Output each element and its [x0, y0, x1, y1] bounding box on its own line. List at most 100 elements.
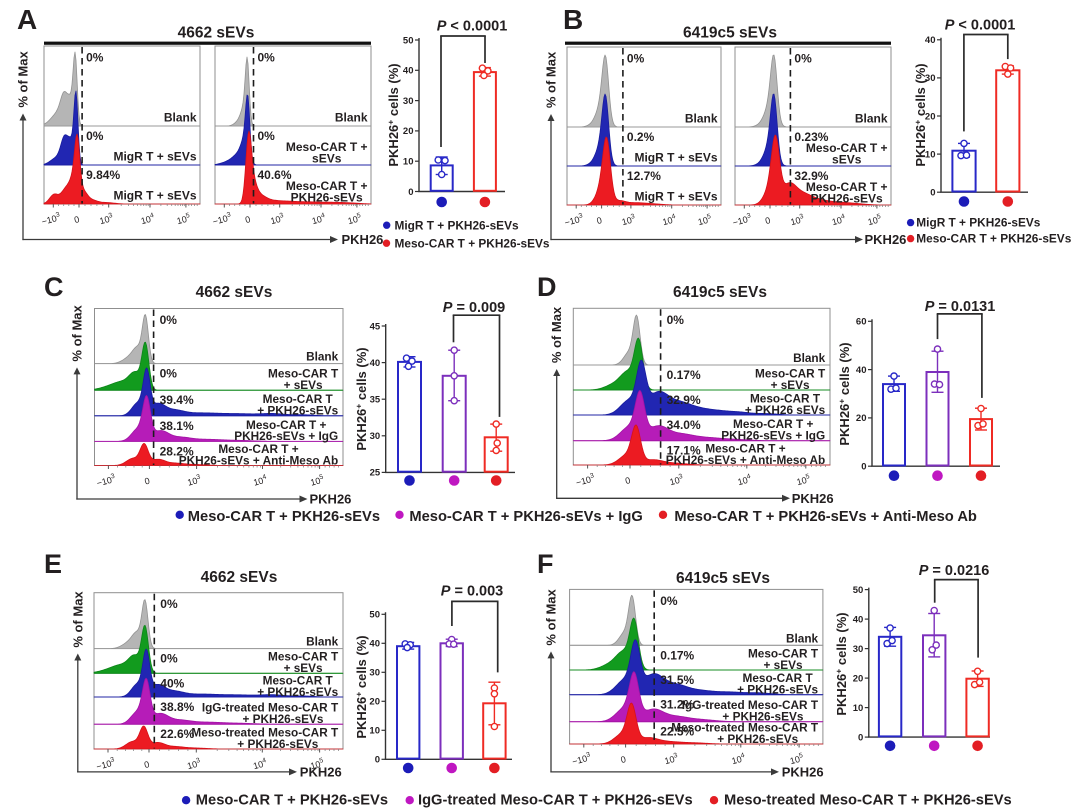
svg-text:P < 0.0001: P < 0.0001: [945, 18, 1016, 34]
svg-text:Blank: Blank: [685, 112, 718, 126]
svg-text:Blank: Blank: [164, 111, 197, 125]
svg-text:103: 103: [98, 212, 114, 226]
svg-text:−103: −103: [575, 472, 596, 488]
svg-text:Meso-CAR T: Meso-CAR T: [268, 650, 339, 664]
svg-text:0%: 0%: [660, 594, 678, 608]
svg-text:P = 0.009: P = 0.009: [443, 300, 505, 316]
svg-text:+ PKH26-sEVs: + PKH26-sEVs: [257, 404, 338, 418]
svg-text:Meso-CAR T: Meso-CAR T: [755, 366, 826, 380]
svg-text:4662 sEVs: 4662 sEVs: [178, 25, 255, 42]
svg-text:10: 10: [853, 703, 864, 714]
svg-text:Blank: Blank: [306, 350, 339, 364]
svg-text:+ sEVs: + sEVs: [284, 661, 323, 675]
svg-text:Meso-CAR T +: Meso-CAR T +: [246, 418, 326, 432]
svg-text:sEVs: sEVs: [312, 152, 342, 166]
svg-text:105: 105: [309, 757, 325, 771]
svg-text:0: 0: [861, 462, 866, 473]
svg-text:0%: 0%: [160, 652, 178, 666]
svg-text:F: F: [537, 549, 554, 579]
svg-text:0%: 0%: [258, 129, 276, 143]
svg-text:PKH26-sEVs: PKH26-sEVs: [811, 192, 883, 206]
svg-text:Meso-CAR T + PKH26-sEVs: Meso-CAR T + PKH26-sEVs: [916, 232, 1071, 246]
svg-text:0: 0: [858, 732, 863, 743]
svg-text:104: 104: [730, 752, 746, 766]
svg-text:10: 10: [369, 726, 380, 737]
svg-text:+ PKH26-sEVs: + PKH26-sEVs: [737, 683, 818, 697]
svg-text:0%: 0%: [627, 52, 645, 66]
svg-text:20: 20: [853, 673, 864, 684]
svg-text:+ PKH26-sEVs: + PKH26-sEVs: [722, 710, 803, 724]
svg-text:104: 104: [736, 473, 752, 487]
svg-text:PKH26-sEVs: PKH26-sEVs: [291, 191, 363, 205]
svg-text:30: 30: [369, 668, 380, 679]
svg-text:Meso-CAR T + PKH26-sEVs: Meso-CAR T + PKH26-sEVs: [188, 509, 380, 525]
svg-text:Meso-CAR T +: Meso-CAR T +: [806, 180, 888, 194]
svg-text:103: 103: [663, 752, 679, 766]
svg-text:Blank: Blank: [306, 635, 339, 649]
svg-text:60: 60: [856, 317, 867, 328]
svg-text:0: 0: [930, 188, 935, 199]
svg-text:−103: −103: [563, 212, 584, 228]
svg-text:6419c5 sEVs: 6419c5 sEVs: [683, 25, 777, 42]
svg-text:−103: −103: [95, 756, 116, 772]
svg-text:105: 105: [697, 213, 713, 227]
svg-text:Meso-CAR T: Meso-CAR T: [750, 391, 821, 405]
svg-text:IgG-treated Meso-CAR T + PKH26: IgG-treated Meso-CAR T + PKH26-sEVs: [418, 792, 693, 808]
svg-text:105: 105: [795, 473, 811, 487]
svg-text:0: 0: [73, 214, 80, 225]
svg-text:PKH26: PKH26: [792, 491, 834, 506]
svg-text:32.9%: 32.9%: [794, 169, 828, 183]
svg-text:104: 104: [140, 212, 156, 226]
svg-text:40: 40: [370, 358, 381, 369]
svg-text:22.6%: 22.6%: [160, 727, 194, 741]
svg-text:0%: 0%: [160, 313, 178, 327]
svg-text:MigR T + PKH26-sEVs: MigR T + PKH26-sEVs: [395, 218, 519, 232]
svg-text:10: 10: [925, 149, 936, 160]
svg-text:PKH26+ cells (%): PKH26+ cells (%): [834, 612, 850, 715]
svg-text:% of Max: % of Max: [70, 304, 85, 361]
svg-text:38.1%: 38.1%: [160, 419, 194, 433]
svg-text:Meso-treated Meso-CAR T + PKH2: Meso-treated Meso-CAR T + PKH26-sEVs: [724, 792, 1012, 808]
svg-text:0%: 0%: [86, 129, 104, 143]
svg-text:Meso-CAR T +: Meso-CAR T +: [286, 179, 368, 193]
svg-text:PKH26: PKH26: [342, 232, 384, 247]
svg-text:103: 103: [668, 473, 684, 487]
svg-text:17.1%: 17.1%: [667, 444, 701, 458]
svg-text:10: 10: [403, 157, 414, 168]
svg-text:20: 20: [369, 697, 380, 708]
svg-text:35: 35: [370, 395, 381, 406]
svg-text:0.23%: 0.23%: [794, 130, 828, 144]
svg-text:30: 30: [403, 96, 414, 107]
svg-text:+ PKH26 sEVs: + PKH26 sEVs: [745, 403, 826, 417]
svg-text:0: 0: [143, 476, 150, 487]
svg-text:0.2%: 0.2%: [627, 130, 655, 144]
svg-text:0%: 0%: [258, 51, 276, 65]
svg-text:P = 0.003: P = 0.003: [441, 584, 503, 600]
svg-text:Meso-CAR T +: Meso-CAR T +: [705, 441, 785, 455]
svg-text:Blank: Blank: [793, 351, 826, 365]
svg-text:39.4%: 39.4%: [160, 393, 194, 407]
svg-text:PKH26+ cells (%): PKH26+ cells (%): [386, 63, 402, 166]
svg-text:Meso-CAR T + PKH26-sEVs: Meso-CAR T + PKH26-sEVs: [196, 792, 388, 808]
svg-text:0: 0: [624, 475, 631, 486]
svg-text:32.9%: 32.9%: [667, 393, 701, 407]
svg-text:B: B: [563, 4, 583, 35]
svg-text:38.8%: 38.8%: [160, 700, 194, 714]
svg-text:103: 103: [269, 212, 285, 226]
svg-text:−103: −103: [731, 212, 752, 228]
svg-text:9.84%: 9.84%: [86, 168, 120, 182]
svg-text:PKH26: PKH26: [865, 232, 907, 247]
svg-text:+ PKH26-sEVs: + PKH26-sEVs: [243, 712, 324, 726]
svg-text:PKH26-sEVs + Anti-Meso Ab: PKH26-sEVs + Anti-Meso Ab: [179, 453, 338, 467]
svg-text:PKH26-sEVs + IgG: PKH26-sEVs + IgG: [234, 429, 338, 443]
svg-text:D: D: [537, 272, 557, 302]
svg-text:0.17%: 0.17%: [667, 368, 701, 382]
svg-text:Meso-CAR T + PKH26-sEVs + IgG: Meso-CAR T + PKH26-sEVs + IgG: [409, 509, 642, 525]
svg-text:P = 0.0131: P = 0.0131: [925, 299, 996, 315]
svg-text:104: 104: [311, 212, 327, 226]
svg-text:50: 50: [369, 610, 380, 621]
svg-text:IgG-treated Meso-CAR T: IgG-treated Meso-CAR T: [202, 701, 339, 715]
svg-text:0: 0: [375, 755, 380, 766]
svg-text:Blank: Blank: [335, 111, 368, 125]
svg-text:Blank: Blank: [786, 631, 819, 645]
